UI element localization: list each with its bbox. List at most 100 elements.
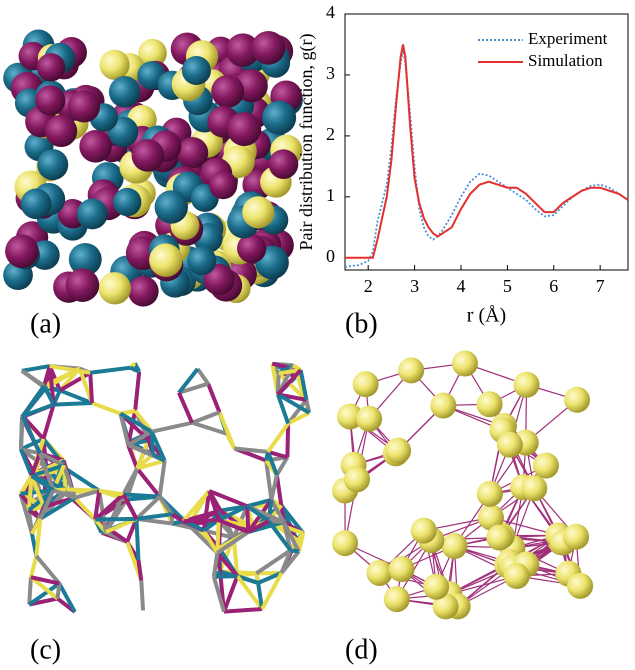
atom <box>398 357 424 383</box>
atom <box>262 101 296 135</box>
atom <box>332 530 358 556</box>
x-axis-label: r (Å) <box>467 305 506 327</box>
atom <box>533 453 559 479</box>
atom <box>242 196 274 228</box>
bond <box>160 461 165 497</box>
atom <box>21 189 52 220</box>
bond <box>224 576 237 612</box>
bond <box>192 412 219 423</box>
atom <box>497 432 523 458</box>
atom <box>209 171 237 199</box>
y-tick-label: 1 <box>326 185 335 205</box>
x-tick-label: 2 <box>364 276 373 296</box>
bond <box>95 519 136 520</box>
bond <box>224 609 262 612</box>
atom <box>68 90 100 122</box>
bond <box>271 475 276 500</box>
atom <box>128 276 159 307</box>
bond <box>58 583 60 598</box>
bond <box>152 423 192 432</box>
bond <box>179 393 192 423</box>
bond <box>247 506 248 532</box>
atom <box>66 268 100 302</box>
x-tick-label: 7 <box>596 276 605 296</box>
panel-label: (c) <box>30 634 61 665</box>
atom <box>149 243 182 276</box>
panel-label: (a) <box>30 308 61 339</box>
bond <box>22 366 50 371</box>
atom <box>344 466 370 492</box>
atom <box>113 188 141 216</box>
bond <box>29 476 32 510</box>
y-tick-label: 2 <box>326 124 335 144</box>
atom <box>567 573 593 599</box>
bond <box>136 519 138 560</box>
legend-label: Simulation <box>528 51 603 70</box>
bond <box>268 424 288 452</box>
atom <box>504 563 530 589</box>
bond <box>123 494 159 496</box>
bond <box>92 403 121 414</box>
bond <box>183 520 218 521</box>
y-tick-label: 0 <box>326 246 335 266</box>
bond <box>214 576 237 577</box>
atom <box>430 392 456 418</box>
atom <box>389 556 415 582</box>
bond <box>54 403 92 405</box>
atom <box>423 574 449 600</box>
bond <box>90 368 130 373</box>
network-image <box>21 363 310 612</box>
bond <box>141 581 143 611</box>
legend-label: Experiment <box>528 29 608 48</box>
atom <box>211 75 244 108</box>
atom <box>99 272 131 304</box>
atom <box>366 560 392 586</box>
x-tick-label: 3 <box>410 276 419 296</box>
y-tick-label: 4 <box>326 2 335 22</box>
y-tick-label: 3 <box>326 63 335 83</box>
bond <box>90 373 92 403</box>
atom <box>227 112 261 146</box>
atom <box>45 115 77 147</box>
bond <box>21 416 23 449</box>
atom <box>109 76 141 108</box>
atom <box>100 50 130 80</box>
atom <box>252 31 286 65</box>
data-line <box>345 44 628 257</box>
atom <box>563 524 589 550</box>
structure-image <box>3 30 303 307</box>
bond <box>22 371 44 386</box>
bond <box>135 372 139 411</box>
bond <box>291 550 299 551</box>
atom <box>411 518 437 544</box>
figure: 01234234567r (Å)Pair distribution functi… <box>0 0 635 670</box>
x-tick-label: 6 <box>549 276 558 296</box>
bond <box>287 424 288 458</box>
bond <box>75 498 96 520</box>
atom <box>564 387 590 413</box>
atom <box>177 137 208 168</box>
atom <box>5 235 38 268</box>
atom <box>514 372 540 398</box>
atom <box>269 149 299 179</box>
atom <box>37 53 65 81</box>
x-tick-label: 4 <box>456 276 465 296</box>
panel-label: (d) <box>345 634 378 665</box>
atom <box>35 85 65 115</box>
atom <box>155 190 188 223</box>
bond <box>31 556 36 577</box>
bond <box>217 520 218 553</box>
atom <box>486 525 512 551</box>
atom <box>79 130 112 163</box>
atom <box>37 149 68 180</box>
atom <box>353 371 379 397</box>
atom <box>477 481 503 507</box>
atom <box>385 438 411 464</box>
atom <box>77 199 108 230</box>
panel-label: (b) <box>345 308 378 339</box>
atom <box>521 475 547 501</box>
atom <box>356 406 382 432</box>
atom <box>452 350 478 376</box>
data-line <box>345 51 628 267</box>
